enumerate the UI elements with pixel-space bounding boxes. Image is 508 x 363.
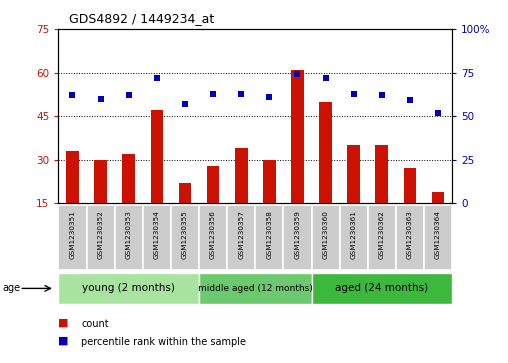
Bar bbox=[283, 205, 311, 270]
Bar bbox=[171, 205, 199, 270]
Point bbox=[97, 96, 105, 102]
Bar bbox=[235, 148, 247, 247]
Text: GSM1230357: GSM1230357 bbox=[238, 210, 244, 259]
Bar bbox=[347, 145, 360, 247]
Bar bbox=[150, 110, 163, 247]
Point bbox=[209, 91, 217, 97]
Bar bbox=[66, 151, 79, 247]
Bar bbox=[340, 205, 368, 270]
Text: GSM1230364: GSM1230364 bbox=[435, 210, 441, 259]
Point bbox=[350, 91, 358, 97]
Bar bbox=[122, 154, 135, 247]
Bar bbox=[263, 160, 276, 247]
Bar bbox=[319, 102, 332, 247]
Bar bbox=[311, 205, 340, 270]
Bar bbox=[199, 205, 227, 270]
Bar bbox=[255, 205, 283, 270]
Bar bbox=[432, 192, 444, 247]
Text: GSM1230356: GSM1230356 bbox=[210, 210, 216, 259]
Text: GSM1230359: GSM1230359 bbox=[295, 210, 300, 259]
Point bbox=[265, 94, 273, 100]
Bar bbox=[291, 70, 304, 247]
Text: GSM1230351: GSM1230351 bbox=[70, 210, 76, 259]
Point bbox=[378, 92, 386, 98]
Text: young (2 months): young (2 months) bbox=[82, 284, 175, 293]
Bar bbox=[311, 273, 452, 304]
Text: GSM1230355: GSM1230355 bbox=[182, 210, 188, 259]
Text: GSM1230360: GSM1230360 bbox=[323, 210, 329, 259]
Bar bbox=[207, 166, 219, 247]
Text: GSM1230353: GSM1230353 bbox=[125, 210, 132, 259]
Bar bbox=[86, 205, 115, 270]
Text: ■: ■ bbox=[58, 317, 69, 327]
Text: aged (24 months): aged (24 months) bbox=[335, 284, 428, 293]
Point bbox=[294, 72, 302, 77]
Text: percentile rank within the sample: percentile rank within the sample bbox=[81, 337, 246, 347]
Bar bbox=[143, 205, 171, 270]
Bar bbox=[94, 160, 107, 247]
Bar bbox=[115, 205, 143, 270]
Bar bbox=[227, 205, 255, 270]
Text: GSM1230358: GSM1230358 bbox=[266, 210, 272, 259]
Text: GSM1230361: GSM1230361 bbox=[351, 210, 357, 259]
Point bbox=[153, 75, 161, 81]
Bar bbox=[404, 168, 416, 247]
Point bbox=[124, 92, 133, 98]
Point bbox=[237, 91, 245, 97]
Text: GSM1230354: GSM1230354 bbox=[154, 210, 160, 259]
Point bbox=[406, 98, 414, 103]
Bar bbox=[58, 205, 86, 270]
Bar bbox=[396, 205, 424, 270]
Point bbox=[322, 75, 330, 81]
Text: age: age bbox=[3, 284, 21, 293]
Text: GSM1230362: GSM1230362 bbox=[379, 210, 385, 259]
Bar bbox=[375, 145, 388, 247]
Text: ■: ■ bbox=[58, 335, 69, 346]
Bar bbox=[424, 205, 452, 270]
Text: GDS4892 / 1449234_at: GDS4892 / 1449234_at bbox=[69, 12, 214, 25]
Point bbox=[69, 92, 77, 98]
Text: middle aged (12 months): middle aged (12 months) bbox=[198, 284, 312, 293]
Text: GSM1230352: GSM1230352 bbox=[98, 210, 104, 259]
Bar bbox=[199, 273, 311, 304]
Bar bbox=[179, 183, 192, 247]
Text: count: count bbox=[81, 319, 109, 329]
Bar bbox=[58, 273, 199, 304]
Bar bbox=[368, 205, 396, 270]
Point bbox=[181, 101, 189, 107]
Point bbox=[434, 110, 442, 115]
Text: GSM1230363: GSM1230363 bbox=[407, 210, 413, 259]
